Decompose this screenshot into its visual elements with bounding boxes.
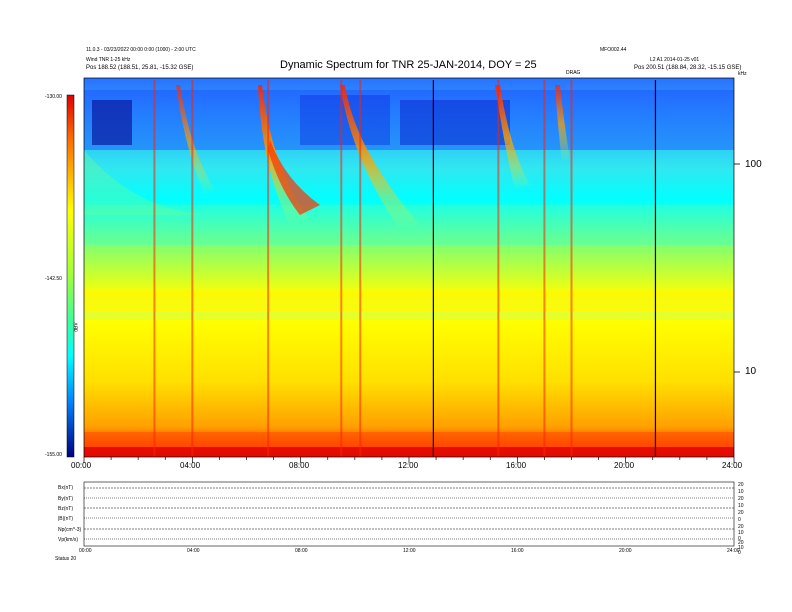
colorbar [66, 94, 75, 458]
x-tick-label: 20:00 [614, 461, 635, 470]
bottom-status-label: Status 20 [55, 556, 77, 562]
x-tick-label: 12:00 [398, 461, 419, 470]
chart-title: Dynamic Spectrum for TNR 25-JAN-2014, DO… [280, 59, 537, 71]
x-tick-label: 04:00 [180, 461, 201, 470]
colorbar-max-label: -130.00 [45, 94, 62, 100]
y-unit-label: kHz [738, 71, 747, 77]
bottom-right-tick: 0 [738, 517, 741, 523]
bottom-label-np: Np(cm^-3) [58, 527, 82, 533]
bottom-label-bz: Bz(nT) [58, 506, 73, 512]
bottom-right-tick: 20 [738, 496, 744, 502]
burst-spike [267, 80, 270, 457]
x-tick-label: 00:00 [71, 461, 92, 470]
burst-spike [543, 80, 546, 457]
x-tick-label: 08:00 [289, 461, 310, 470]
bottom-x-tick: 12:00 [403, 548, 416, 554]
header-left-line1: 11.0.3 - 03/23/2022 00:00 0:00 (1000) - … [86, 47, 196, 53]
bottom-x-tick: 00:00 [79, 548, 92, 554]
bottom-x-tick: 04:00 [187, 548, 200, 554]
bottom-x-tick: 08:00 [295, 548, 308, 554]
bottom-label-vp: Vp(km/s) [58, 537, 78, 543]
header-left-line2: Wind TNR 1-25 kHz [86, 57, 131, 63]
bottom-x-tick: 24:00 [727, 548, 740, 554]
y-tick-10: 10 [745, 366, 757, 377]
bottom-panel [83, 481, 735, 547]
burst-spike [191, 80, 194, 457]
bottom-label-b: |B|(nT) [58, 516, 74, 522]
header-right-line1: MFO002.44 [600, 47, 627, 53]
bottom-x-tick: 20:00 [619, 548, 632, 554]
colorbar-mid-label: -142.50 [45, 276, 62, 282]
bottom-right-tick: 20 [738, 510, 744, 516]
bottom-right-tick: 20 [738, 524, 744, 530]
header-left-line3: Pos 188.52 (188.51, 25.81, -15.32 GSE) [86, 65, 194, 71]
right-axis [734, 163, 740, 373]
x-axis [83, 457, 735, 463]
burst-spike [497, 80, 500, 457]
burst-spikes [153, 80, 573, 457]
bottom-right-tick: 0 [738, 536, 741, 542]
header-right-line3: Pos 200.51 (188.84, 28.32, -15.15 GSE) [634, 65, 742, 71]
header-right-line2: L2 A1 2014-01-25 v01 [650, 57, 700, 63]
marker-label: DRAG [566, 70, 581, 76]
bottom-label-bx: Bx(nT) [58, 485, 73, 491]
bottom-right-tick: 10 [738, 545, 744, 551]
data-gap-lines [432, 80, 657, 457]
bottom-right-tick: 20 [738, 482, 744, 488]
bottom-right-tick: 10 [738, 489, 744, 495]
burst-spike [340, 80, 343, 457]
bottom-right-tick: 10 [738, 530, 744, 536]
x-tick-label: 24:00 [722, 461, 743, 470]
burst-spike [153, 80, 156, 457]
colorbar-min-label: -155.00 [45, 452, 62, 458]
bottom-x-tick: 16:00 [511, 548, 524, 554]
bottom-right-tick: 0 [738, 550, 741, 556]
burst-spike [359, 80, 362, 457]
bottom-label-by: By(nT) [58, 496, 73, 502]
spectrum-panel [83, 77, 735, 458]
x-tick-label: 16:00 [506, 461, 527, 470]
bottom-right-tick: 20 [738, 540, 744, 546]
bottom-right-tick: 10 [738, 503, 744, 509]
y-tick-100: 100 [745, 159, 762, 170]
burst-spike [570, 80, 573, 457]
